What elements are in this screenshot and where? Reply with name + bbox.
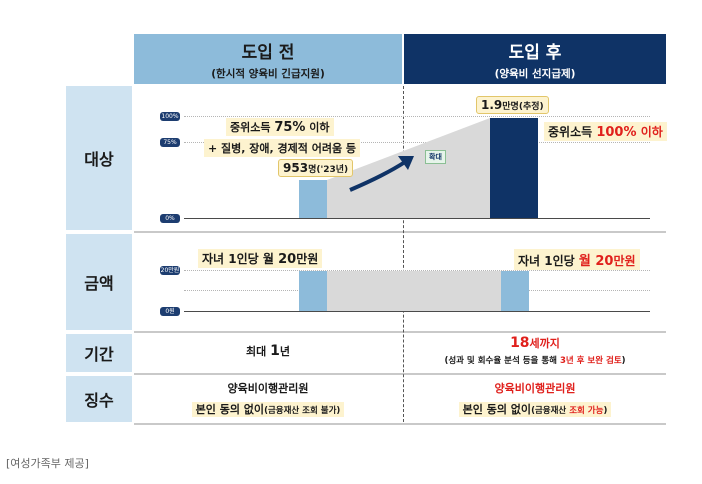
bar-after-amount [501,271,529,311]
text: 만원 [613,254,636,268]
baseline-0 [184,218,650,219]
tick-75: 75% [160,138,180,147]
text: 세까지 [529,337,560,350]
after-count-label: 1.9만명(추정) [476,96,549,114]
text: 이하 [636,125,663,139]
row-label-collection: 징수 [66,376,132,422]
text: 본인 동의 없이(금융재산 조회 가능) [458,402,612,417]
center-divider [403,86,404,422]
row-separator [134,331,666,333]
after-collection-org: 양육비이행관리원 [494,382,576,395]
text: 75% [274,120,306,135]
text: 중위소득 [230,121,275,134]
text: 이하 [305,121,330,134]
text: 본인 동의 없이(금융재산 조회 불가) [191,402,345,417]
text: 월 20 [578,254,614,269]
amount-shade [327,271,501,311]
text: 명('23년) [308,165,349,175]
tick-0won: 0원 [160,307,180,316]
bar-before-target [299,180,327,218]
text: 18 [510,335,530,351]
gridline-100 [184,116,650,117]
text: 3년 후 보완 검토 [559,356,622,366]
row-label-target: 대상 [66,86,132,230]
text: 953 [283,161,309,175]
baseline-amount [184,311,650,312]
bar-after-target [490,118,538,218]
after-income-line: 중위소득 100% 이하 [544,122,667,141]
text: 만원 [296,252,319,266]
expand-label: 확대 [425,150,446,164]
tick-100: 100% [160,112,180,121]
text: 1.9 [481,98,503,112]
text: 100% [596,125,637,140]
header-before-title: 도입 전 [241,42,295,63]
text: 본인 동의 없이 [462,403,532,416]
text: 년 [279,345,290,358]
text: 자녀 1인당 [518,254,579,268]
bar-before-amount [299,271,327,311]
text: 만명(추정) [502,102,544,112]
before-period: 최대 1년 [134,343,402,359]
tick-0: 0% [160,214,180,223]
after-amount-label: 자녀 1인당 월 20만원 [514,249,640,270]
before-collection-org: 양육비이행관리원 [227,382,309,395]
text: 중위소득 [548,125,597,139]
text: 조회 가능 [569,406,604,416]
header-before-subtitle: (한시적 양육비 긴급지원) [211,67,325,80]
header-after-subtitle: (양육비 선지급제) [494,67,576,80]
row-label-amount: 금액 [66,234,132,330]
text: ) [621,356,626,366]
text: 자녀 1인당 월 [202,252,279,266]
after-period: 18세까지 [404,335,666,351]
text: 1 [270,343,280,359]
row-separator [134,423,666,425]
header-after-title: 도입 후 [508,42,562,63]
after-collection-cond: 본인 동의 없이(금융재산 조회 가능) [404,401,666,417]
after-period-note: (성과 및 회수율 분석 등을 통해 3년 후 보완 검토) [404,354,666,366]
text: 20 [278,252,297,267]
text: (금융재산 [531,406,570,416]
header-before: 도입 전 (한시적 양육비 긴급지원) [134,34,402,84]
row-separator [134,231,666,233]
gridline-20 [184,270,650,271]
before-income-line: 중위소득 75% 이하 [226,118,334,136]
text: (금융재산 조회 불가) [264,406,341,416]
row-label-period: 기간 [66,334,132,372]
before-extra-line: + 질병, 장애, 경제적 어려움 등 [204,139,361,157]
text: 본인 동의 없이 [195,403,265,416]
before-amount-label: 자녀 1인당 월 20만원 [198,249,323,268]
row-separator [134,373,666,375]
text: (성과 및 회수율 분석 등을 통해 [444,356,560,366]
before-count-label: 953명('23년) [278,159,354,177]
before-collection-cond: 본인 동의 없이(금융재산 조회 불가) [134,401,402,417]
header-after: 도입 후 (양육비 선지급제) [404,34,666,84]
text: ) [603,406,608,416]
source-caption: [여성가족부 제공] [6,457,89,470]
gridline-75 [184,142,650,143]
text: 최대 [246,345,271,358]
before-criteria: 중위소득 75% 이하 + 질병, 장애, 경제적 어려움 등 [204,116,394,157]
tick-20: 20만원 [160,266,180,275]
